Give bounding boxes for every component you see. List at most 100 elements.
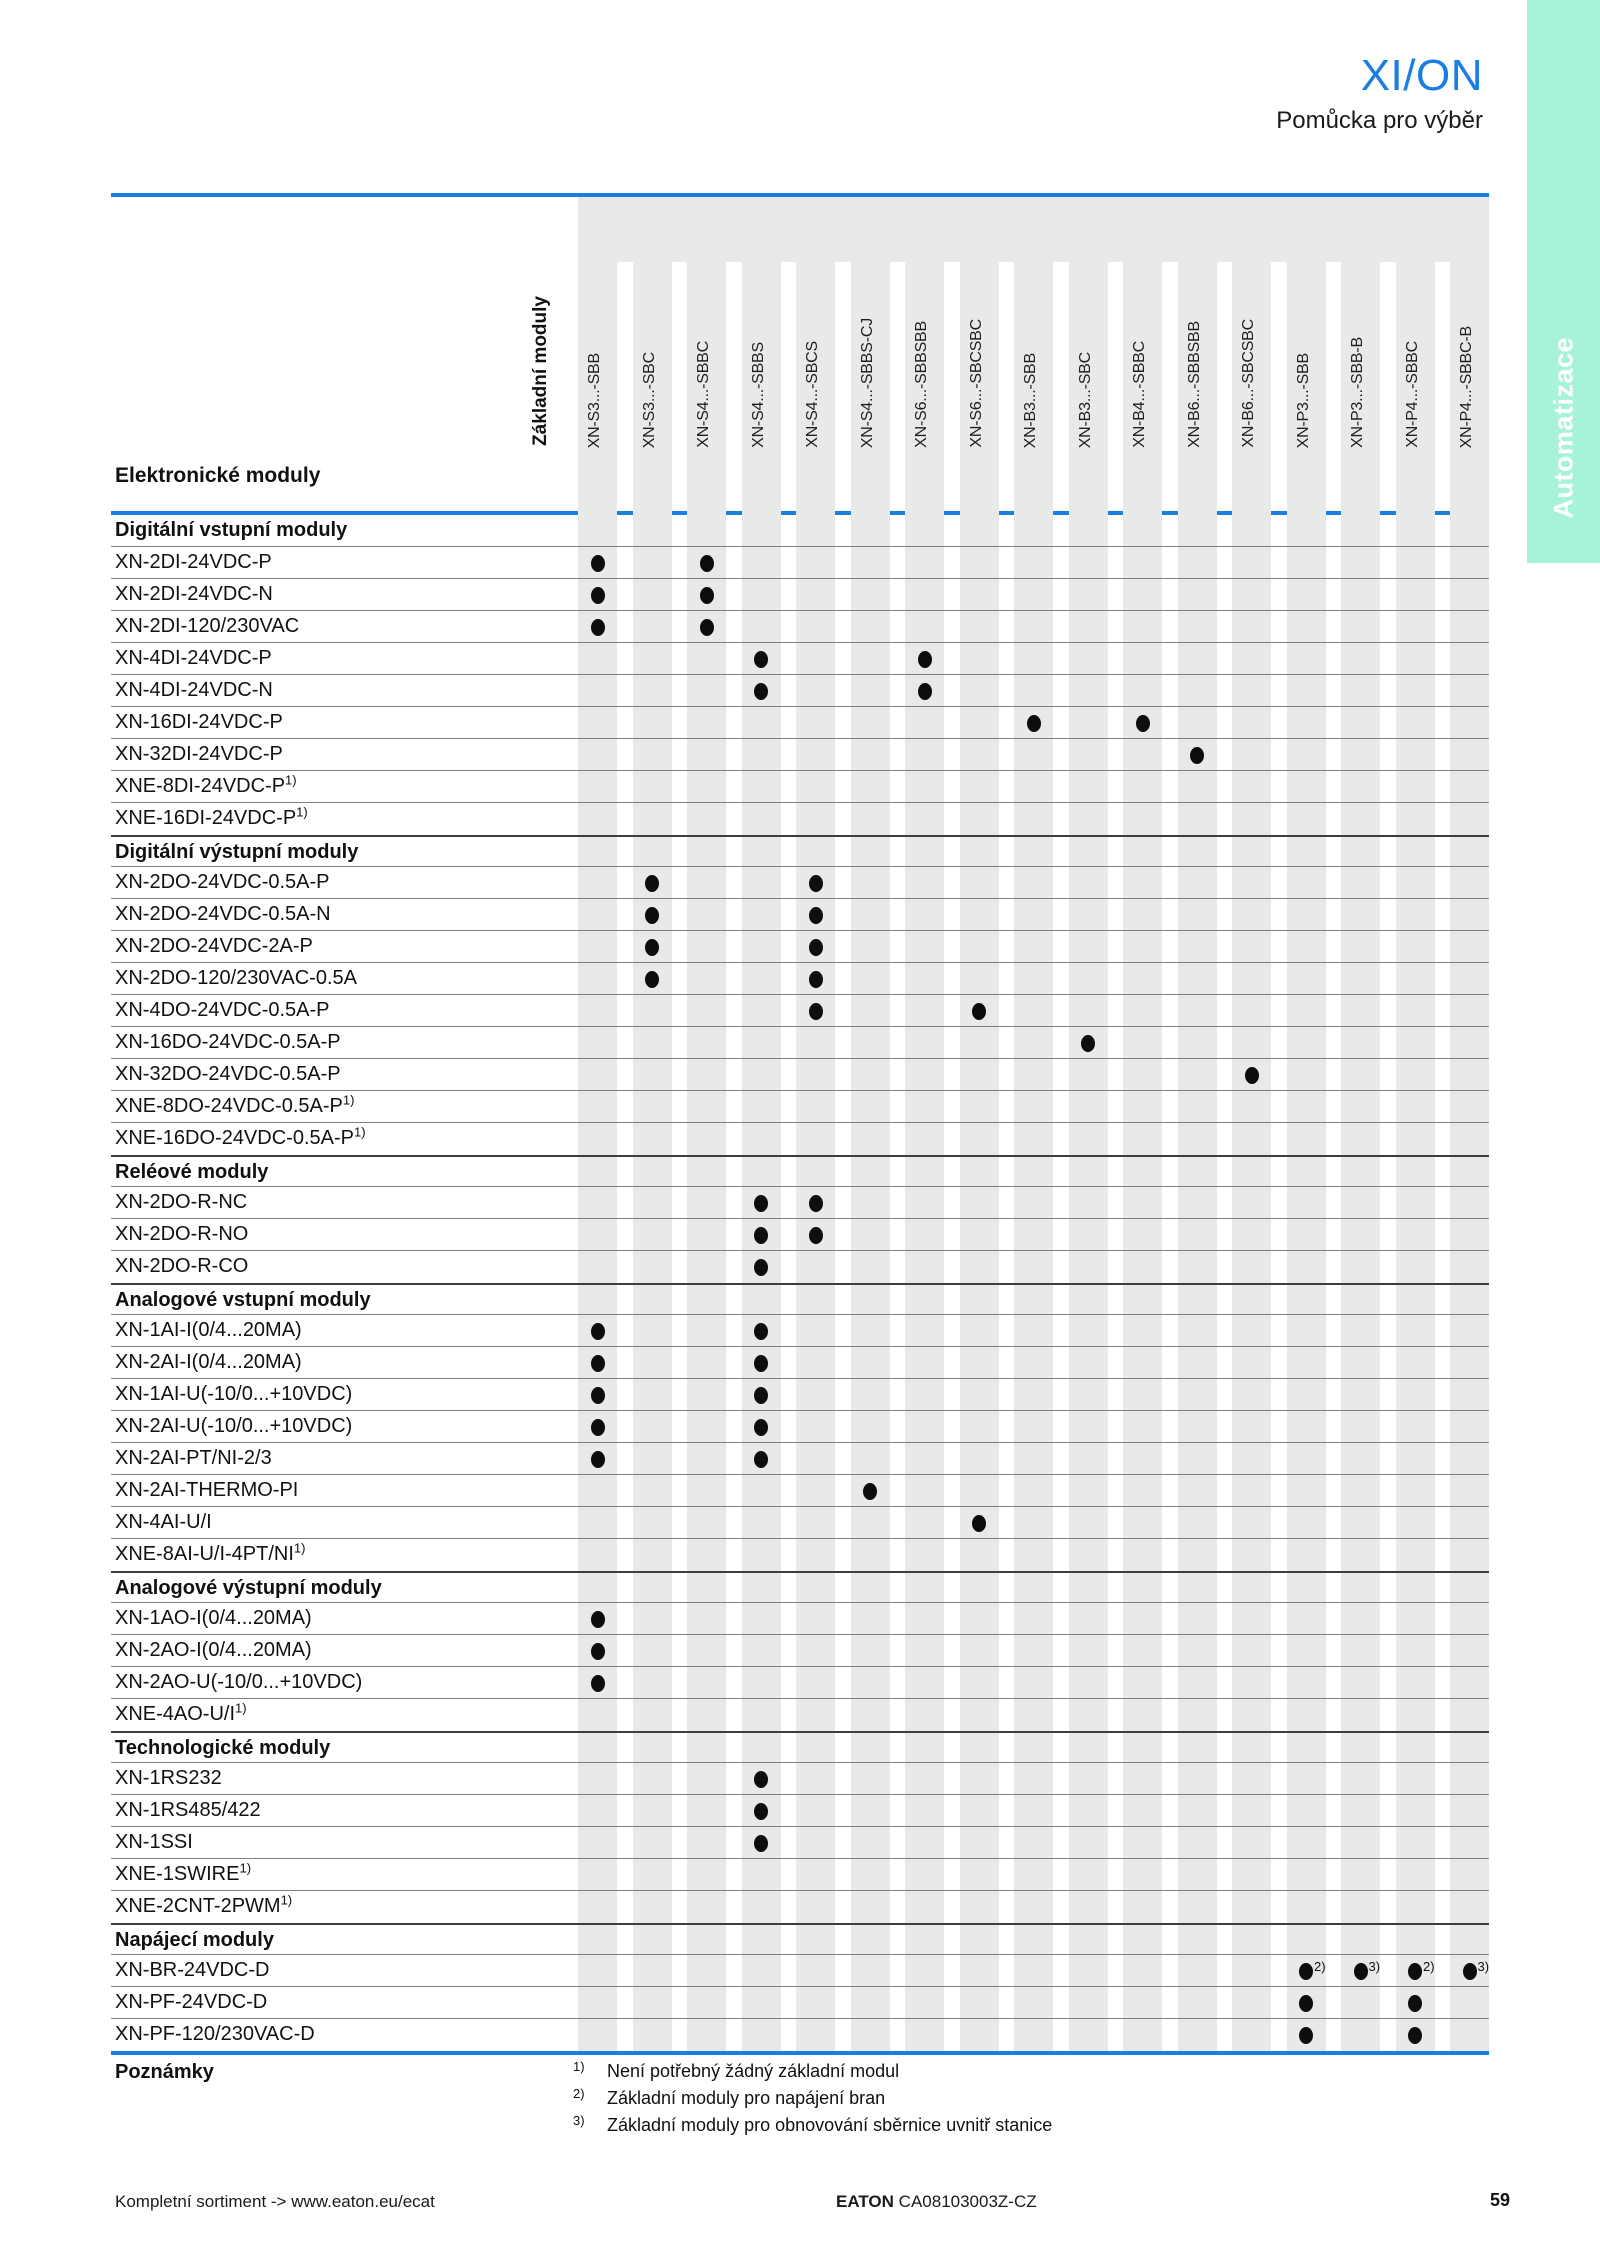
module-label: XN-2DO-R-CO [115,1255,249,1277]
page-number: 59 [1489,2190,1510,2210]
module-label: XN-1SSI [115,1831,193,1853]
compatibility-dot [590,1322,605,1340]
section-header-label: Digitální vstupní moduly [115,519,348,541]
module-row: XN-4DI-24VDC-N [111,675,1489,707]
column-header-label: XN-S4...-SBCS [804,341,821,448]
module-row: XN-PF-24VDC-D [111,1987,1489,2019]
section-header-row: Napájecí moduly [111,1923,1489,1955]
compatibility-dot [808,970,823,988]
compatibility-dot [754,1450,768,1468]
compatibility-dot [590,1418,605,1436]
compatibility-dot [645,906,659,924]
column-header-label: XN-B4...-SBBC [1131,341,1148,448]
compatibility-dot [808,906,823,924]
module-label: XN-16DI-24VDC-P [115,711,283,733]
dot-footnote-ref: 2) [1314,1959,1326,1974]
compatibility-dot [754,1258,768,1276]
module-label: XN-2DO-24VDC-0.5A-P [115,871,330,893]
module-label: XN-2DO-120/230VAC-0.5A [115,967,357,989]
header-rule [111,193,1489,197]
module-row: XNE-16DI-24VDC-P1) [111,803,1489,835]
module-row: XN-1AO-I(0/4...20MA) [111,1603,1489,1635]
module-row: XN-2DI-24VDC-P [111,547,1489,579]
module-footnote-ref: 1) [285,772,297,788]
column-header-label: XN-P4...-SBBC [1403,341,1421,448]
module-footnote-ref: 1) [342,1092,355,1108]
module-row: XNE-8DO-24VDC-0.5A-P1) [111,1091,1489,1123]
compatibility-dot [1081,1034,1095,1052]
section-header-row: Reléové moduly [111,1155,1489,1187]
compatibility-dot [1244,1066,1259,1084]
note-text: Základní moduly pro obnovování sběrnice … [607,2115,1053,2135]
module-label: XNE-16DO-24VDC-0.5A-P1) [115,1124,366,1149]
module-label: XN-16DO-24VDC-0.5A-P [115,1031,341,1053]
note-ref: 3) [573,2113,585,2128]
module-label: XN-2DO-24VDC-2A-P [115,935,313,957]
compatibility-dot [1408,2026,1422,2044]
column-header-label: XN-S4...-SBBS [749,342,767,448]
section-header-row: Digitální vstupní moduly [111,515,1489,547]
module-label: XNE-8DI-24VDC-P1) [115,772,297,797]
compatibility-dot [590,618,605,636]
compatibility-dot [590,1450,605,1468]
compatibility-dot [590,554,605,572]
column-header-label: XN-P3...-SBB [1294,352,1312,448]
section-header-label: Analogové výstupní moduly [115,1577,382,1599]
module-footnote-ref: 1) [239,1860,252,1876]
module-row: XN-BR-24VDC-D [111,1955,1489,1987]
note-text: Základní moduly pro napájení bran [607,2088,886,2108]
compatibility-dot [1190,746,1204,764]
module-row: XN-2AI-PT/NI-2/3 [111,1443,1489,1475]
module-row: XN-2AO-I(0/4...20MA) [111,1635,1489,1667]
module-row: XN-16DO-24VDC-0.5A-P [111,1027,1489,1059]
compatibility-dot [1462,1962,1477,1980]
column-header-label: XN-S3...-SBB [586,352,603,448]
module-row: XN-2DO-R-NC [111,1187,1489,1219]
compatibility-dot [1299,2026,1313,2044]
module-label: XNE-16DI-24VDC-P1) [115,804,308,829]
module-label: XNE-8AI-U/I-4PT/NI1) [115,1540,306,1565]
module-label: XN-2AI-U(-10/0...+10VDC) [115,1415,353,1437]
compatibility-dot [1299,1962,1313,1980]
compatibility-dot [754,1194,768,1212]
compatibility-dot [863,1482,877,1500]
module-row: XNE-2CNT-2PWM1) [111,1891,1489,1923]
compatibility-dot [1299,1994,1313,2012]
compatibility-dot [1353,1962,1368,1980]
section-header-label: Technologické moduly [115,1737,331,1759]
module-row: XN-2AO-U(-10/0...+10VDC) [111,1667,1489,1699]
section-header-row: Digitální výstupní moduly [111,835,1489,867]
column-header-label: XN-S4...-SBBS-CJ [858,317,876,448]
compatibility-dot [754,1226,768,1244]
module-label: XN-2DO-24VDC-0.5A-N [115,903,331,925]
module-row: XN-1AI-U(-10/0...+10VDC) [111,1379,1489,1411]
compatibility-dot [590,1610,605,1628]
compatibility-dot [754,1354,768,1372]
module-label: XNE-1SWIRE1) [115,1860,252,1885]
dot-footnote-ref: 2) [1423,1959,1435,1974]
column-header-label: XN-S6...-SBCSBC [967,319,985,448]
module-label: XN-1RS232 [115,1767,222,1789]
section-header-label: Napájecí moduly [115,1929,274,1951]
compatibility-dot [1026,714,1041,732]
compatibility-dot [754,1322,768,1340]
module-row: XNE-8AI-U/I-4PT/NI1) [111,1539,1489,1571]
compatibility-dot [754,682,768,700]
compatibility-dot [699,554,714,572]
compatibility-dot [1135,714,1150,732]
module-label: XN-1AO-I(0/4...20MA) [115,1607,312,1629]
module-footnote-ref: 1) [353,1124,366,1140]
compatibility-dot [590,1642,605,1660]
page-subtitle: Pomůcka pro výběr [1276,107,1483,134]
column-header-label: XN-B6...-SBCSBC [1240,319,1257,448]
module-row: XN-4DI-24VDC-P [111,643,1489,675]
compatibility-dot [808,1002,823,1020]
note-text: Není potřebný žádný základní modul [607,2061,900,2081]
compatibility-dot [590,1386,605,1404]
compatibility-dot [1408,1962,1422,1980]
compatibility-dot [754,1802,768,1820]
module-label: XN-4DO-24VDC-0.5A-P [115,999,330,1021]
module-footnote-ref: 1) [235,1700,247,1716]
compatibility-dot [754,1770,768,1788]
